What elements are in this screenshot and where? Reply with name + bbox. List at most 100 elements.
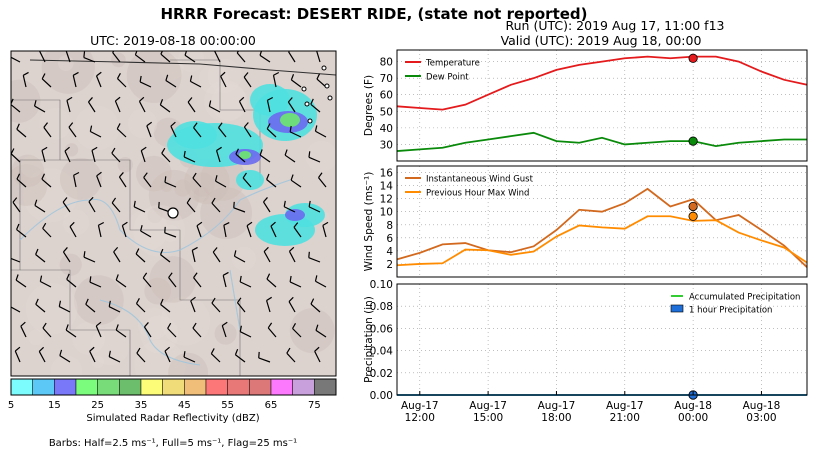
wind-barb bbox=[284, 149, 296, 163]
wind-barb bbox=[266, 296, 272, 313]
wind-barb bbox=[62, 247, 71, 263]
reflectivity-cell bbox=[250, 84, 290, 116]
wind-barb bbox=[288, 296, 296, 313]
y-tick-label: 4 bbox=[386, 246, 393, 258]
radar-map bbox=[10, 50, 337, 377]
legend: Accumulated Precipitation 1 hour Precipit… bbox=[670, 293, 800, 316]
y-tick-label: 0.08 bbox=[370, 301, 393, 313]
wind-barb bbox=[73, 171, 80, 188]
colorbar-tick-label: 25 bbox=[91, 400, 104, 411]
wind-barb bbox=[222, 271, 229, 288]
wind-barb bbox=[270, 221, 277, 238]
plot-frame bbox=[396, 165, 808, 278]
wind-barb bbox=[85, 298, 96, 313]
colorbar-segment bbox=[97, 378, 120, 396]
wind-barb bbox=[168, 272, 177, 288]
wind-barb bbox=[236, 51, 246, 63]
x-tick-label: 18:00 bbox=[541, 412, 571, 424]
colorbar-tick-label: 15 bbox=[48, 400, 61, 411]
reflectivity-cell bbox=[173, 121, 217, 149]
y-axis-label: Wind Speed (ms⁻¹) bbox=[363, 172, 375, 272]
reflectivity-colorbar bbox=[10, 378, 337, 396]
wind-barb bbox=[220, 71, 227, 88]
wind-barb bbox=[121, 221, 128, 238]
wind-barb bbox=[258, 351, 271, 363]
wind-barb bbox=[111, 147, 121, 163]
series-line bbox=[396, 55, 808, 111]
x-tick-label: Aug-18 bbox=[743, 400, 781, 412]
wind-barb bbox=[111, 197, 121, 213]
series-line bbox=[396, 131, 807, 152]
wind-barb bbox=[116, 73, 127, 88]
barbs-note: Barbs: Half=2.5 ms⁻¹, Full=5 ms⁻¹, Flag=… bbox=[49, 438, 297, 449]
wind-barb bbox=[272, 71, 280, 88]
wind-barb bbox=[287, 97, 296, 113]
wind-barb bbox=[83, 251, 96, 263]
wind-barb bbox=[193, 122, 202, 138]
wind-barb bbox=[289, 125, 302, 138]
wind-barb bbox=[314, 346, 321, 363]
reflectivity-cell bbox=[280, 113, 300, 127]
wind-barb bbox=[69, 221, 77, 238]
wind-barb bbox=[20, 321, 27, 338]
wind-barb bbox=[66, 96, 73, 113]
y-tick-label: 8 bbox=[386, 220, 393, 232]
wind-barb bbox=[218, 122, 227, 138]
wind-barb bbox=[266, 273, 277, 288]
wind-barb bbox=[41, 73, 52, 88]
map-frame bbox=[10, 50, 337, 377]
y-tick-label: 12 bbox=[380, 194, 393, 206]
wind-barb bbox=[192, 322, 202, 338]
wind-barb bbox=[211, 297, 221, 313]
wind-barb bbox=[134, 51, 146, 63]
wind-barb bbox=[15, 274, 27, 288]
y-tick-label: 40 bbox=[380, 123, 393, 135]
wind-barb bbox=[186, 197, 196, 213]
wind-barb bbox=[89, 125, 102, 138]
wind-barb bbox=[266, 173, 277, 188]
x-tick-label: 15:00 bbox=[473, 412, 503, 424]
colorbar-segment bbox=[270, 378, 293, 396]
wind-barb bbox=[308, 151, 321, 163]
x-tick-label: 12:00 bbox=[405, 412, 435, 424]
wind-barb bbox=[159, 99, 171, 113]
y-tick-label: 30 bbox=[380, 139, 393, 151]
y-tick-label: 50 bbox=[380, 106, 393, 118]
wind-barb bbox=[140, 225, 152, 238]
wind-barb bbox=[39, 51, 46, 63]
wind-barb bbox=[242, 172, 252, 188]
wind-barb bbox=[42, 222, 52, 238]
wind-barb bbox=[239, 325, 252, 338]
wind-barb bbox=[114, 96, 121, 113]
wind-barb bbox=[41, 173, 52, 188]
series-line bbox=[396, 187, 808, 268]
wind-barb bbox=[136, 347, 146, 363]
wind-barb bbox=[65, 324, 77, 338]
precipitation-chart: 0.00 0.02 0.04 0.06 0.08 0.10 Precipitation (i… bbox=[363, 279, 808, 424]
colorbar-segment bbox=[10, 378, 33, 396]
wind-barb bbox=[41, 146, 48, 163]
wind-barb bbox=[259, 51, 271, 63]
wind-barb bbox=[262, 197, 271, 213]
wind-barb bbox=[161, 147, 171, 163]
wind-barb bbox=[310, 298, 321, 313]
wind-barb bbox=[140, 146, 147, 163]
x-tick-label: 00:00 bbox=[678, 412, 708, 424]
wind-barb bbox=[266, 96, 274, 113]
wind-barbs bbox=[11, 51, 329, 363]
wind-barb bbox=[239, 275, 252, 288]
colorbar-segment bbox=[54, 378, 77, 396]
colorbar-tick-label: 5 bbox=[8, 400, 14, 411]
wind-barb bbox=[314, 275, 327, 288]
wind-barb bbox=[143, 172, 152, 188]
colorbar-tick-label: 35 bbox=[135, 400, 148, 411]
wind-barb bbox=[183, 150, 196, 163]
wind-barb bbox=[88, 196, 96, 213]
wind-barb bbox=[115, 274, 127, 288]
wind-barb bbox=[183, 351, 196, 363]
wind-barb bbox=[135, 248, 146, 263]
wind-barb bbox=[34, 199, 46, 213]
wind-barb bbox=[316, 51, 321, 63]
wind-barb bbox=[89, 346, 96, 363]
